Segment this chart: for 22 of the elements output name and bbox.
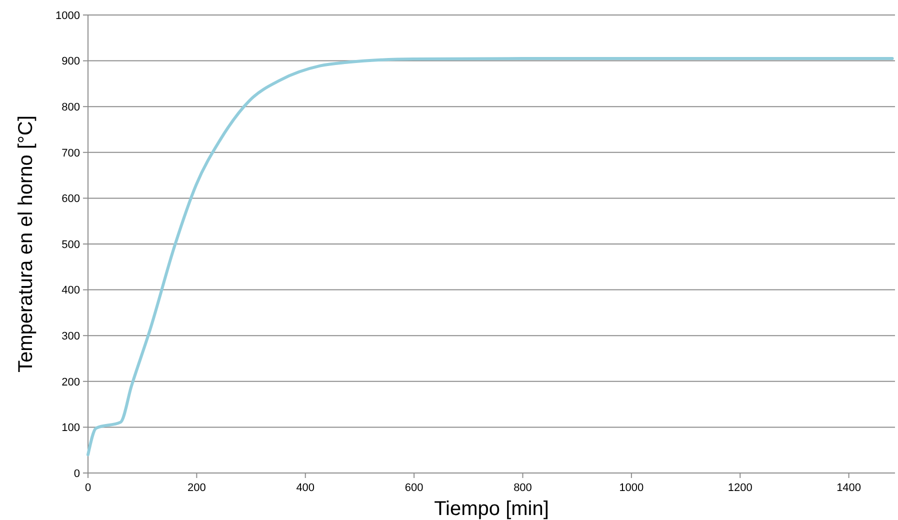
y-tick-label: 700: [62, 147, 80, 160]
x-tick-label: 1400: [836, 482, 862, 494]
x-axis-title: Tiempo [min]: [434, 498, 549, 520]
y-axis-title: Temperatura en el horno [°C]: [15, 115, 37, 373]
y-tick-label: 400: [62, 284, 80, 297]
y-tick-label: 800: [62, 101, 80, 114]
x-tick-label: 600: [404, 482, 424, 494]
x-tick-label: 1200: [728, 482, 752, 494]
y-tick-label: 1000: [56, 10, 80, 22]
y-tick-label: 600: [62, 193, 80, 206]
x-tick-label: 800: [514, 482, 532, 494]
x-tick-label: 200: [188, 482, 206, 494]
y-tick-label: 200: [62, 376, 80, 388]
y-tick-label: 100: [62, 422, 80, 434]
x-tick-label: 0: [84, 482, 92, 494]
x-tick-label: 400: [296, 482, 315, 494]
x-tick-label: 1000: [619, 482, 644, 494]
y-tick-label: 500: [62, 238, 80, 251]
y-tick-label: 900: [62, 56, 80, 68]
y-tick-label: 300: [62, 330, 80, 342]
line-series: [86, 57, 894, 456]
y-tick-label: 0: [74, 468, 80, 480]
